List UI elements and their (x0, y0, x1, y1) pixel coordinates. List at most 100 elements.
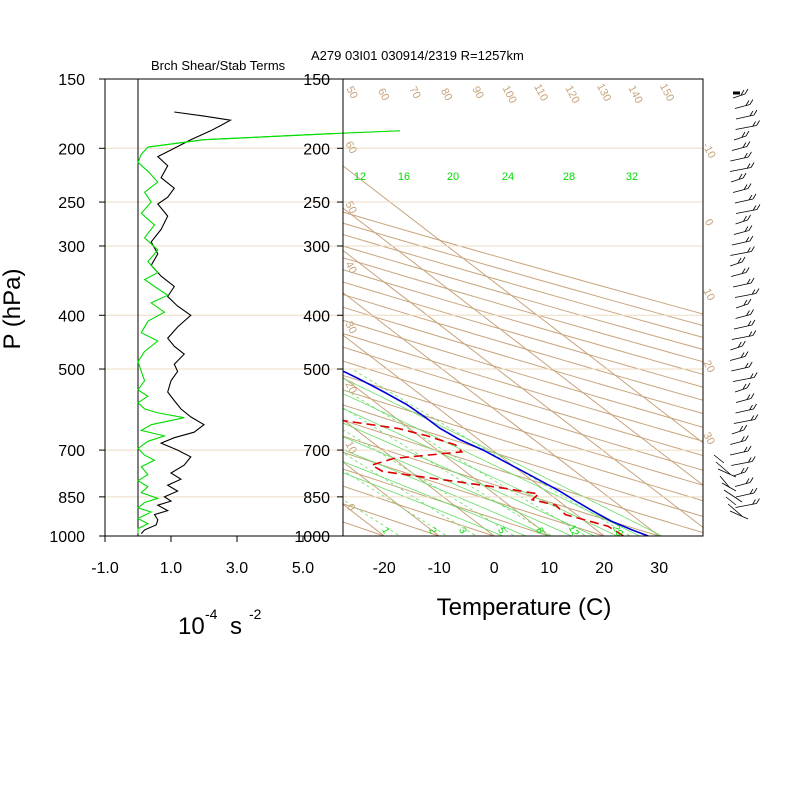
wind-barb-flag (746, 310, 750, 316)
wind-barb-flag (744, 226, 749, 232)
wind-barb-staff (735, 303, 749, 309)
isotherm-label-left: 30 (342, 319, 358, 335)
shear-term-line (140, 111, 233, 534)
x-label-exp: -4 (205, 606, 218, 622)
x-tick-label-right: -20 (373, 560, 396, 577)
wind-barb-flag (742, 142, 747, 148)
wind-barb-flag (750, 309, 754, 315)
wind-barb-staff (734, 482, 751, 487)
wind-barb-flag (744, 351, 749, 357)
wind-barb-staff (729, 356, 746, 361)
wind-barb-staff (735, 219, 748, 225)
moist-adiabat-line (343, 436, 573, 536)
y-tick-label-left: 500 (58, 362, 85, 379)
dry-adiabat-line (343, 222, 703, 327)
right-panel-title: A279 03I01 030914/2319 R=1257km (311, 48, 524, 63)
wind-barb-staff (732, 188, 749, 193)
y-tick-label-left: 400 (58, 308, 85, 325)
wind-barb-flag (746, 141, 751, 147)
wind-barb-flag (745, 478, 750, 484)
wind-barb-flag (755, 288, 760, 294)
potential-temp-label: 60 (375, 86, 391, 102)
wind-barb-flag (747, 247, 751, 253)
wind-barb-flag (751, 319, 756, 326)
wind-barb-flag (744, 435, 749, 441)
wind-barb-staff (735, 114, 755, 120)
wind-barb-staff (713, 454, 725, 464)
wind-barb-staff (729, 450, 749, 456)
wind-barb-staff (721, 482, 737, 492)
wind-barb-flag (747, 457, 752, 463)
y-tick-label-left: 1000 (49, 529, 85, 546)
x-axis-label-left: 10 -4 s -2 (178, 606, 262, 640)
dry-adiabat-line (343, 346, 703, 457)
isotherm-line (343, 165, 703, 444)
moist-adiabat-label: 20 (447, 171, 459, 183)
x-tick-label-left: -1.0 (91, 560, 119, 577)
isotherm-line (343, 419, 496, 536)
wind-barb-flag (752, 121, 756, 127)
wind-barb-flag (745, 267, 750, 273)
moist-adiabat-label: 24 (502, 171, 514, 183)
x-tick-label-left: 3.0 (226, 560, 248, 577)
wind-barb-flag (744, 152, 748, 159)
potential-temp-label: 80 (438, 86, 454, 102)
isotherm-line (0, 62, 179, 547)
left-panel-profiles (136, 79, 337, 536)
wind-barb-staff (733, 135, 747, 141)
wind-barb-flag (740, 352, 745, 358)
wind-barb-flag (737, 341, 742, 348)
dry-adiabat-line (343, 319, 703, 428)
panel-frames (104, 78, 704, 537)
wind-barb-flag (740, 467, 745, 474)
background-labels: 50 60 70 80 90 100 110 120 130 140 150605040302010… (342, 82, 717, 539)
y-tick-label-left: 300 (58, 239, 85, 256)
isotherm-line (343, 207, 703, 486)
mixing-ratio-line (343, 499, 401, 536)
wind-barb-flag (749, 99, 754, 105)
wind-barb-flag (756, 498, 760, 504)
dry-adiabat-line (343, 468, 551, 536)
wind-barb-flag (745, 236, 750, 243)
moist-adiabat-label: 28 (563, 171, 575, 183)
moist-adiabat-line (343, 408, 618, 536)
dry-adiabat-line (343, 503, 441, 536)
y-tick-label-left: 150 (58, 72, 85, 89)
wind-barb-flag (753, 403, 757, 410)
wind-barb-staff (723, 489, 743, 503)
x-tick-label-right: -10 (428, 560, 451, 577)
x-label-unit-exp: -2 (249, 606, 262, 622)
wind-barb-staff (731, 429, 744, 435)
mixing-ratio-label: 2 (426, 526, 439, 536)
wind-barb-flag (756, 120, 760, 126)
dry-adiabat-line (343, 360, 703, 471)
dry-adiabat-line (343, 233, 703, 338)
moist-adiabat-label: 32 (626, 171, 638, 183)
dry-adiabat-line (343, 374, 703, 486)
wind-barb-flag (740, 89, 745, 96)
wind-barb-staff (733, 282, 752, 288)
dry-adiabat-line (343, 404, 703, 517)
isotherm-label-left: 20 (342, 379, 358, 395)
wind-barb-flag (744, 362, 749, 369)
isotherm-label-right: -10 (700, 141, 718, 161)
wind-barb-flag (747, 320, 752, 327)
y-tick-label-right: 250 (303, 195, 330, 212)
wind-barb-flag (750, 393, 755, 399)
potential-temp-label: 150 (657, 82, 676, 104)
wind-barb-staff (735, 492, 755, 498)
isotherm-line (0, 62, 234, 547)
wind-barb-flag (745, 100, 750, 106)
y-tick-label-right: 400 (303, 308, 330, 325)
dry-adiabat-line (343, 485, 496, 536)
wind-barb-staff (733, 419, 755, 424)
wind-barb-flag (752, 205, 757, 211)
wind-barb-staff (731, 335, 753, 340)
y-tick-label-right: 500 (303, 362, 330, 379)
mixing-ratio-label: 1 (379, 526, 392, 536)
y-tick-label-right: 300 (303, 239, 330, 256)
wind-barb-staff (735, 125, 757, 130)
wind-barb-flag (747, 445, 752, 452)
wind-barb-flag (752, 330, 757, 336)
wind-barb-flag (749, 488, 754, 495)
